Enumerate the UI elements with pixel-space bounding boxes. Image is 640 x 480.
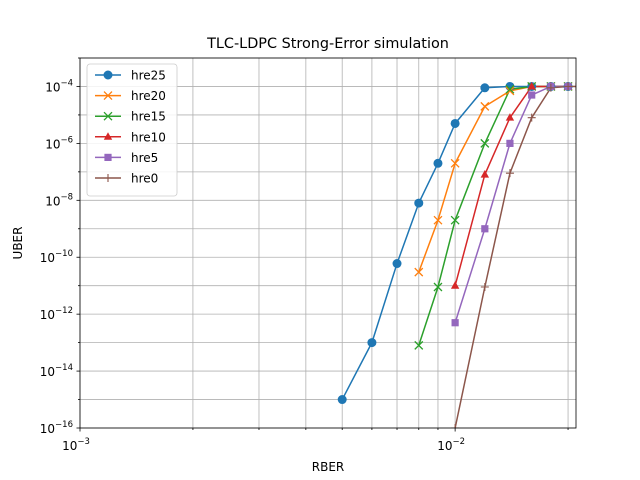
y-tick-label: 10−6: [45, 135, 73, 151]
legend-marker-hre5: [104, 153, 112, 161]
plot-frame: [79, 57, 577, 429]
data-point-hre0: [480, 282, 489, 291]
data-point-hre15: [433, 282, 443, 292]
data-point-hre0: [546, 83, 555, 92]
y-tick-label: 10−14: [40, 363, 73, 379]
data-point-hre25: [480, 83, 490, 93]
data-point-hre10: [480, 170, 490, 178]
data-point-hre20: [450, 158, 460, 168]
data-point-hre5: [481, 225, 489, 233]
data-point-hre0: [505, 169, 514, 178]
data-point-hre20: [480, 101, 490, 111]
data-point-hre15: [480, 138, 490, 148]
legend-marker-hre0: [104, 174, 112, 182]
data-point-hre5: [451, 319, 459, 327]
y-tick-label: 10−10: [40, 249, 73, 265]
tick-labels: 10−3 10−2 10−16 10−14 10−12 10−10 10−8 10−6 10−4: [40, 78, 465, 453]
data-point-hre25: [450, 118, 460, 128]
data-point-hre25: [367, 338, 377, 348]
x-tick-label: 10−3: [62, 437, 90, 453]
data-point-hre0: [527, 113, 536, 122]
data-point-hre0: [451, 424, 460, 428]
data-point-hre25: [433, 158, 443, 168]
data-point-hre25: [337, 395, 347, 405]
data-point-hre20: [433, 215, 443, 225]
data-point-hre0: [564, 82, 573, 91]
legend-label-hre10: hre10: [131, 130, 166, 144]
legend-label-hre15: hre15: [131, 110, 166, 124]
data-point-hre10: [450, 281, 460, 289]
data-point-hre15: [414, 340, 424, 350]
legend-marker-hre15: [103, 111, 113, 121]
y-tick-label: 10−8: [45, 192, 73, 208]
series-line-hre15: [418, 85, 569, 346]
data-point-hre5: [506, 139, 514, 147]
y-tick-label: 10−16: [40, 420, 73, 436]
legend-label-hre0: hre0: [131, 172, 158, 186]
legend-label-hre25: hre25: [131, 69, 166, 83]
data-point-hre10: [527, 81, 536, 90]
data-point-hre25: [392, 259, 402, 269]
data-point-hre15: [450, 215, 460, 225]
x-axis-title: RBER: [312, 460, 345, 474]
x-tick-label: 10−2: [437, 437, 465, 453]
legend-marker-hre20: [103, 91, 113, 101]
markers-layer: [337, 81, 576, 428]
legend-label-hre5: hre5: [131, 151, 158, 165]
legend-marker-hre10: [103, 132, 113, 140]
legend: hre25 hre20 hre15 hre10 hre5 hre0: [86, 63, 178, 197]
y-tick-label: 10−12: [40, 306, 73, 322]
legend-marker-hre25: [103, 70, 113, 80]
data-point-hre20: [505, 86, 515, 96]
chart-title: TLC-LDPC Strong-Error simulation: [206, 36, 449, 52]
data-point-hre20: [414, 267, 424, 277]
data-point-hre10: [505, 113, 515, 121]
series-line-hre20: [418, 85, 569, 273]
data-point-hre0: [572, 82, 576, 91]
data-point-hre5: [528, 91, 536, 99]
series-line-hre5: [454, 85, 569, 323]
data-point-hre15: [505, 84, 515, 94]
y-tick-label: 10−4: [45, 78, 73, 94]
y-axis-title: UBER: [11, 227, 25, 260]
legend-label-hre20: hre20: [131, 89, 166, 103]
data-point-hre25: [414, 198, 424, 208]
